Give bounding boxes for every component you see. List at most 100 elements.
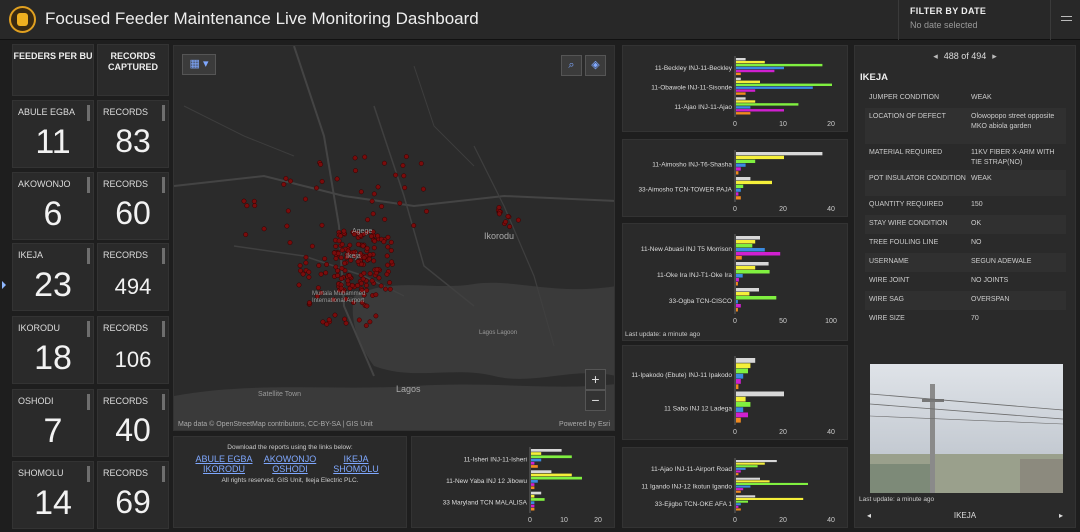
incident-marker[interactable] <box>319 179 325 184</box>
chart-bar[interactable] <box>736 460 777 463</box>
incident-marker[interactable] <box>358 280 364 286</box>
chart-bar[interactable] <box>531 483 535 486</box>
incident-marker[interactable] <box>288 178 293 184</box>
incident-marker[interactable] <box>241 198 247 204</box>
incident-marker[interactable] <box>505 213 511 219</box>
incident-marker[interactable] <box>261 226 267 232</box>
incident-marker[interactable] <box>388 248 394 253</box>
chart-bar[interactable] <box>736 308 738 312</box>
incident-marker[interactable] <box>385 244 391 250</box>
chart-bar[interactable] <box>736 236 760 240</box>
date-filter[interactable]: FILTER BY DATE No date selected <box>898 0 1050 40</box>
incident-marker[interactable] <box>298 268 303 274</box>
incident-marker[interactable] <box>384 253 390 259</box>
chart-bar[interactable] <box>736 465 758 468</box>
incident-marker[interactable] <box>307 300 312 306</box>
chart-bar[interactable] <box>736 167 741 171</box>
incident-marker[interactable] <box>361 255 367 261</box>
incident-marker[interactable] <box>385 262 391 268</box>
chart-bar[interactable] <box>736 163 746 167</box>
incident-marker[interactable] <box>364 303 370 309</box>
chart-bar[interactable] <box>736 86 813 89</box>
incident-marker[interactable] <box>385 234 391 240</box>
incident-marker[interactable] <box>338 255 344 261</box>
chart-bar[interactable] <box>531 458 542 462</box>
chart-bar[interactable] <box>736 248 765 252</box>
incident-marker[interactable] <box>369 198 375 204</box>
incident-marker[interactable] <box>348 257 354 263</box>
chart-bar[interactable] <box>736 373 744 379</box>
chart-bar[interactable] <box>736 159 756 163</box>
incident-marker[interactable] <box>389 259 395 265</box>
chart-bar[interactable] <box>736 407 744 413</box>
chart-bar[interactable] <box>736 58 746 61</box>
link-akowonjo[interactable]: AKOWONJO <box>263 454 317 464</box>
incident-marker[interactable] <box>326 317 332 323</box>
chart-bar[interactable] <box>736 72 741 76</box>
incident-marker[interactable] <box>331 250 337 256</box>
incident-marker[interactable] <box>388 239 394 245</box>
chart-bar[interactable] <box>736 495 756 498</box>
chart-bar[interactable] <box>736 368 748 374</box>
chart-bar[interactable] <box>736 63 823 67</box>
incident-marker[interactable] <box>363 323 369 329</box>
basemap-gallery-icon[interactable]: ▦ ▾ <box>182 54 216 75</box>
incident-marker[interactable] <box>363 282 369 288</box>
incident-marker[interactable] <box>341 228 347 234</box>
incident-marker[interactable] <box>316 263 322 268</box>
chart-bar[interactable] <box>531 473 572 477</box>
chart-bar[interactable] <box>736 505 739 508</box>
incident-marker[interactable] <box>360 276 366 282</box>
chart-bar[interactable] <box>531 480 538 483</box>
chart-bar[interactable] <box>736 358 756 363</box>
chart-bar[interactable] <box>736 304 741 308</box>
chart-bar[interactable] <box>736 66 784 70</box>
next-record-icon[interactable]: ▸ <box>992 51 997 61</box>
chart-bar[interactable] <box>531 449 562 452</box>
incident-marker[interactable] <box>319 222 325 228</box>
incident-marker[interactable] <box>351 231 357 237</box>
chart-bar[interactable] <box>531 476 582 480</box>
chart-bar[interactable] <box>736 103 799 106</box>
incident-marker[interactable] <box>296 282 302 288</box>
incident-marker[interactable] <box>402 185 408 191</box>
chart-bar[interactable] <box>736 60 765 64</box>
incident-marker[interactable] <box>252 203 258 209</box>
incident-marker[interactable] <box>403 154 409 160</box>
incident-marker[interactable] <box>345 278 351 284</box>
incident-marker[interactable] <box>322 256 328 262</box>
incident-marker[interactable] <box>496 205 502 210</box>
incident-marker[interactable] <box>357 251 363 257</box>
incident-marker[interactable] <box>361 292 367 298</box>
chart-bar[interactable] <box>736 80 760 83</box>
chart-bar[interactable] <box>736 240 756 244</box>
incident-marker[interactable] <box>353 168 358 174</box>
chart-bar[interactable] <box>736 482 808 485</box>
incident-marker[interactable] <box>352 253 358 259</box>
chart-bar[interactable] <box>736 266 756 270</box>
incident-marker[interactable] <box>360 243 366 249</box>
incident-marker[interactable] <box>342 316 348 322</box>
incident-marker[interactable] <box>359 287 365 293</box>
incident-marker[interactable] <box>375 184 381 190</box>
chart-bar[interactable] <box>736 192 739 196</box>
chart-bar[interactable] <box>736 171 739 175</box>
chart-bar[interactable] <box>736 196 741 200</box>
incident-marker[interactable] <box>303 260 309 266</box>
incident-markers[interactable] <box>241 154 521 329</box>
link-ikeja[interactable]: IKEJA <box>343 454 369 464</box>
chart-bar[interactable] <box>736 288 759 292</box>
zoom-out-button[interactable]: − <box>585 390 606 411</box>
chart-bar[interactable] <box>736 100 756 103</box>
zoom-in-button[interactable]: + <box>585 369 606 390</box>
incident-marker[interactable] <box>355 241 361 247</box>
incident-marker[interactable] <box>372 238 378 244</box>
incident-marker[interactable] <box>411 223 417 228</box>
chart-bar[interactable] <box>736 497 804 500</box>
link-ikorodu[interactable]: IKORODU <box>202 464 245 474</box>
incident-marker[interactable] <box>364 245 370 251</box>
incident-marker[interactable] <box>359 300 365 306</box>
chart-bar[interactable] <box>736 155 784 160</box>
incident-marker[interactable] <box>361 270 367 276</box>
incident-marker[interactable] <box>339 276 344 282</box>
